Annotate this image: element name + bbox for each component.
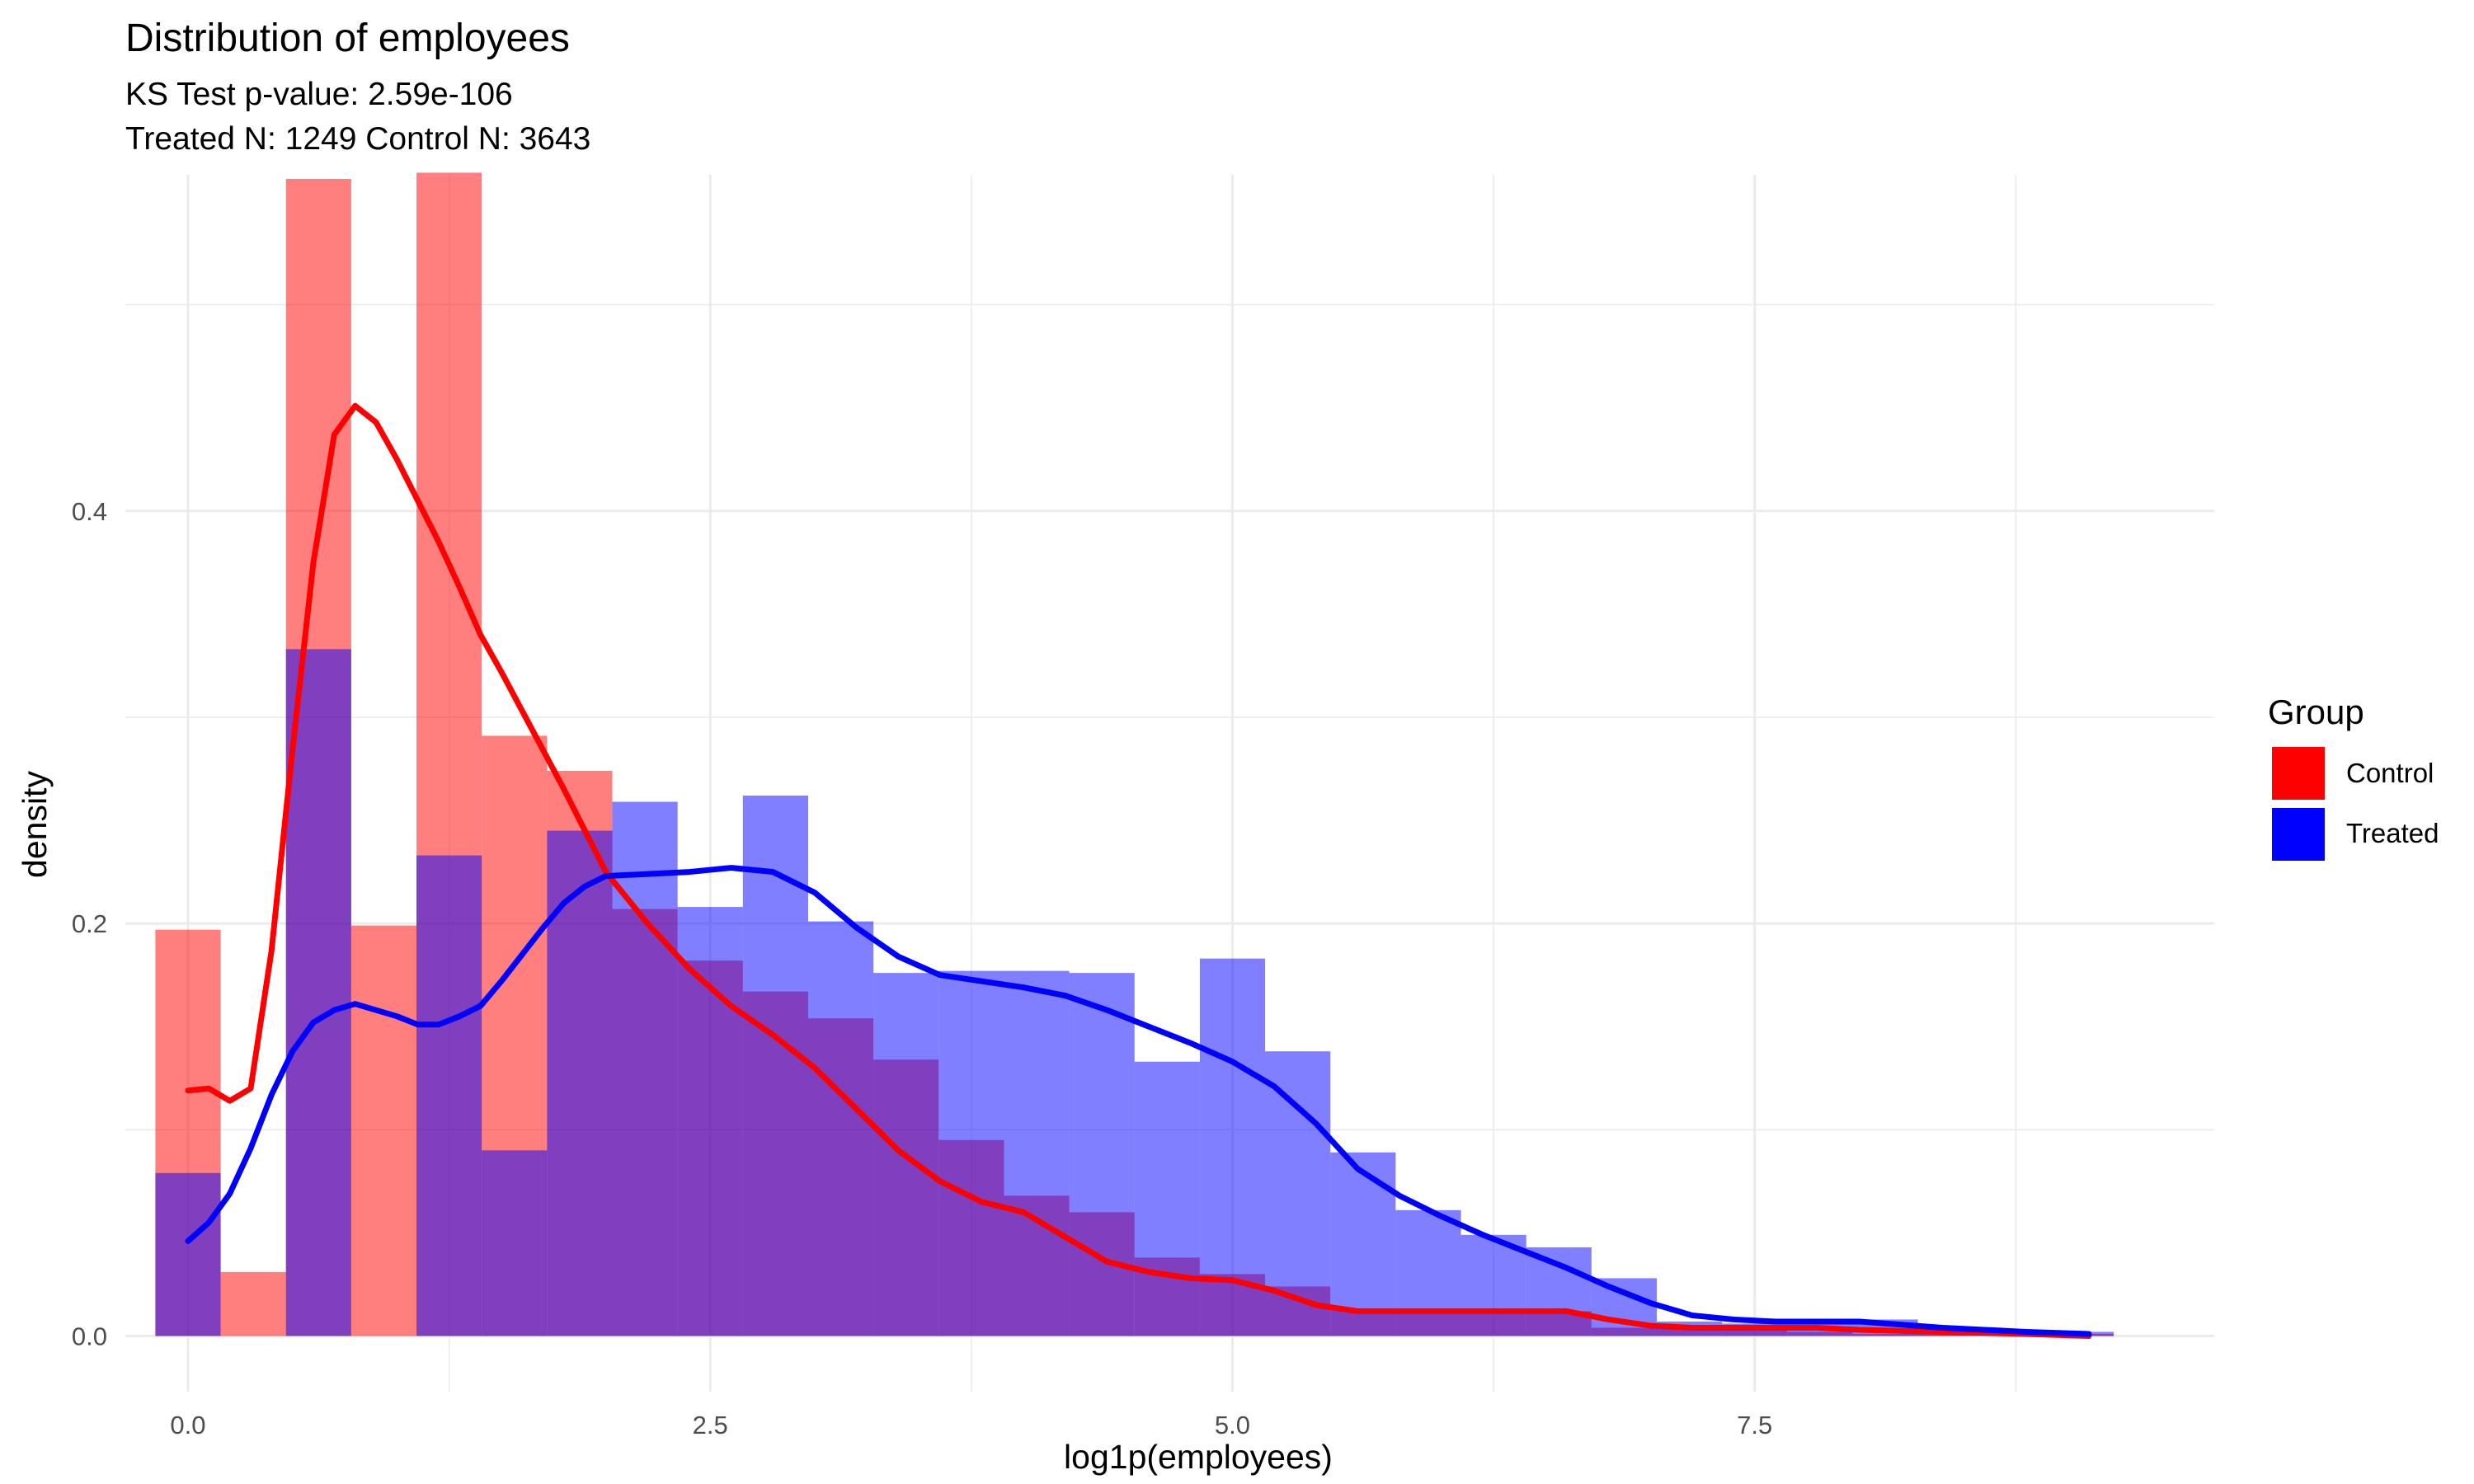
histogram-bar-treated [482,1150,548,1336]
density-line-control [185,402,2092,1339]
x-tick-label: 7.5 [1737,1411,1772,1439]
histogram-bar-treated [938,970,1004,1336]
histogram-bar-treated [1069,973,1135,1336]
histogram-bar-control [350,925,417,1336]
axis-ticks: 0.0 2.5 5.0 7.5 0.0 0.2 0.4 [72,497,1772,1439]
histogram-bar-treated [1004,970,1070,1336]
histogram-bar-treated [742,796,808,1336]
histogram-bars [155,172,2114,1336]
histogram-bar-treated [547,830,613,1336]
legend-swatch-control [2272,747,2325,800]
histogram-bar-treated [1395,1209,1461,1336]
chart-title: Distribution of employees [125,16,570,60]
chart-subtitle-line-1: KS Test p-value: 2.59e-106 [125,77,513,112]
histogram-bar-treated [1460,1234,1526,1336]
histogram-bar-treated [677,907,743,1336]
x-tick-label: 0.0 [170,1411,205,1439]
histogram-bar-treated [612,801,678,1336]
chart-subtitle-line-2: Treated N: 1249 Control N: 3643 [125,121,590,157]
histogram-bar-treated [807,921,874,1336]
legend-swatch-treated [2272,808,2325,861]
histogram-bar-treated [416,855,482,1336]
x-tick-label: 2.5 [693,1411,728,1439]
legend: Group Control Treated [2268,693,2439,861]
histogram-bar-treated [1134,1061,1200,1336]
legend-title: Group [2268,693,2364,731]
histogram-bar-treated [285,649,351,1336]
histogram-bar-treated [1199,958,1266,1336]
x-axis-title: log1p(employees) [1064,1438,1333,1476]
histogram-bar-treated [155,1172,221,1336]
density-curves [185,402,2092,1339]
histogram-bar-treated [1526,1247,1592,1336]
legend-label-treated: Treated [2346,818,2439,848]
legend-label-control: Control [2346,758,2434,788]
histogram-bar-control [220,1271,286,1336]
y-tick-label: 0.2 [72,909,107,938]
y-tick-label: 0.0 [72,1322,107,1350]
y-tick-label: 0.4 [72,497,107,526]
x-tick-label: 5.0 [1215,1411,1250,1439]
density-line-treated [185,865,2092,1337]
y-axis-title: density [16,771,54,878]
